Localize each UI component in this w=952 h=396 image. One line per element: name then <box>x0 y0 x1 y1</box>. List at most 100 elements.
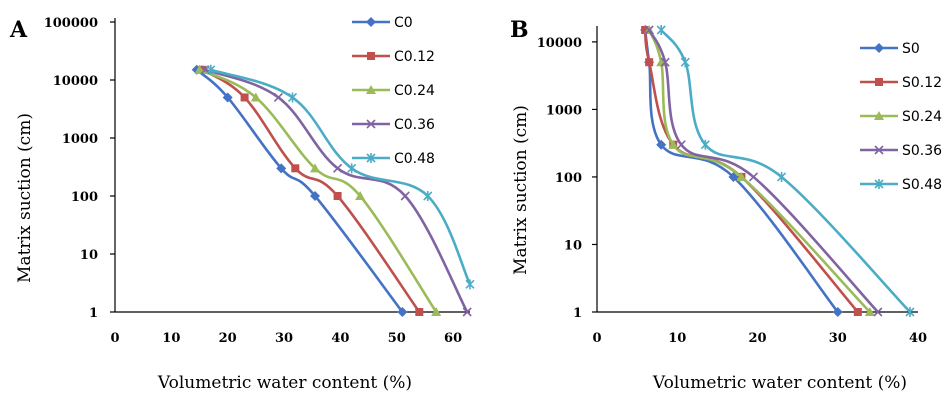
legend-label-C0: C0 <box>394 15 413 31</box>
data-point-S0.48 <box>656 25 666 35</box>
legend-marker-C0.36 <box>366 119 376 129</box>
data-point-S0.36 <box>660 57 670 67</box>
data-point-C0.24 <box>310 163 321 173</box>
data-point-C0.48 <box>465 279 475 290</box>
series-line-C0 <box>195 68 404 313</box>
data-point-S0.36 <box>676 140 686 150</box>
series-line-S0 <box>643 29 839 313</box>
chart-panel-a: A 1 10 100 1000 10000 100000 0 10 20 30 40 50 60 C0 C… <box>9 15 475 393</box>
data-point-S0 <box>656 139 667 150</box>
panel-b-ticks: 1 10 100 1000 10000 0 10 20 30 40 <box>537 36 927 346</box>
data-point-C0.12 <box>415 308 424 316</box>
x-tick-label: 0 <box>110 331 119 346</box>
x-tick-label: 10 <box>162 331 180 346</box>
y-tick-label: 10 <box>80 248 98 263</box>
data-point-C0.36 <box>462 307 472 317</box>
data-point-S0.48 <box>680 57 690 68</box>
data-point-S0 <box>832 307 843 317</box>
panel-b-y-axis-label: Matrix suction (cm) <box>511 105 531 275</box>
data-point-S0.36 <box>644 25 654 35</box>
y-tick-label: 100 <box>71 190 98 205</box>
data-point-S0.12 <box>645 58 654 67</box>
legend-marker-S0.48 <box>874 179 884 189</box>
x-tick-label: 40 <box>909 331 927 346</box>
x-tick-label: 50 <box>388 331 406 346</box>
y-tick-label: 10000 <box>537 36 582 51</box>
legend-label-S0.36: S0.36 <box>902 143 942 159</box>
legend-marker-C0.48 <box>366 153 376 163</box>
series-line-S0.12 <box>643 29 859 313</box>
x-tick-label: 30 <box>275 331 293 346</box>
data-point-S0.24 <box>736 171 747 181</box>
data-point-S0.24 <box>668 139 679 149</box>
data-point-S0.36 <box>748 172 759 182</box>
panel-letter-b: B <box>510 17 529 43</box>
panel-a-x-axis-label: Volumetric water content (%) <box>157 373 412 393</box>
legend-label-S0.12: S0.12 <box>902 75 942 91</box>
panel-a-axes <box>110 18 470 313</box>
panel-b-axes <box>592 26 918 313</box>
data-point-S0.12 <box>641 26 650 34</box>
x-tick-label: 20 <box>748 331 766 346</box>
x-tick-label: 20 <box>219 331 237 346</box>
data-point-S0.36 <box>873 307 883 317</box>
series-line-S0.48 <box>660 29 911 313</box>
data-point-C0.12 <box>333 192 342 200</box>
legend-label-C0.24: C0.24 <box>394 83 435 99</box>
legend-label-S0: S0 <box>902 41 920 57</box>
data-point-C0.48 <box>347 163 357 174</box>
legend-marker-C0.12 <box>367 52 375 60</box>
y-tick-label: 1000 <box>546 103 582 118</box>
data-point-C0.24 <box>194 64 205 74</box>
legend-marker-S0 <box>874 43 884 53</box>
y-tick-label: 1 <box>573 306 582 321</box>
legend-label-C0.12: C0.12 <box>394 49 435 65</box>
data-point-C0.24 <box>431 307 442 316</box>
y-tick-label: 1 <box>89 306 98 321</box>
panel-a-ticks: 1 10 100 1000 10000 100000 0 10 20 30 40 50 60 <box>44 16 462 346</box>
data-point-S0.12 <box>853 308 862 316</box>
x-tick-label: 60 <box>444 331 462 346</box>
x-tick-label: 40 <box>331 331 349 346</box>
data-point-S0.48 <box>905 307 915 317</box>
x-tick-label: 10 <box>668 331 686 346</box>
data-point-S0.24 <box>864 307 875 316</box>
data-point-S0.48 <box>700 139 710 150</box>
legend-marker-C0.24 <box>366 85 376 94</box>
data-point-C0.24 <box>250 92 261 102</box>
panel-a-y-axis-label: Matrix suction (cm) <box>15 113 35 283</box>
legend-label-S0.24: S0.24 <box>902 109 942 125</box>
panel-letter-a: A <box>9 17 28 43</box>
legend-marker-S0.12 <box>875 78 883 86</box>
y-tick-label: 100000 <box>44 16 98 31</box>
data-point-C0.24 <box>355 191 366 200</box>
data-point-C0 <box>276 163 287 174</box>
panel-a-series <box>191 64 475 317</box>
legend-marker-S0.24 <box>874 111 884 120</box>
data-point-C0 <box>310 191 321 201</box>
data-point-S0 <box>728 171 739 182</box>
panel-b-legend: S0 S0.12 S0.24 S0.36 S0.48 <box>860 41 942 193</box>
x-tick-label: 30 <box>829 331 847 346</box>
x-tick-label: 0 <box>592 331 601 346</box>
data-point-C0.48 <box>206 64 216 75</box>
y-tick-label: 1000 <box>62 132 98 147</box>
panel-b-series <box>640 25 915 317</box>
legend-label-S0.48: S0.48 <box>902 177 942 193</box>
y-tick-label: 10000 <box>53 74 98 89</box>
panel-a-legend: C0 C0.12 C0.24 C0.36 C0.48 <box>352 15 435 167</box>
series-line-S0.24 <box>647 29 871 313</box>
data-point-C0 <box>397 307 408 317</box>
data-point-C0.12 <box>240 93 249 102</box>
data-point-C0.36 <box>273 92 283 103</box>
y-tick-label: 100 <box>555 171 582 186</box>
data-point-C0 <box>222 92 233 103</box>
series-line-C0.36 <box>204 68 469 313</box>
data-point-C0.12 <box>291 164 300 173</box>
data-point-C0.36 <box>333 163 343 173</box>
data-point-C0.48 <box>287 92 298 103</box>
data-point-S0.48 <box>777 171 787 182</box>
legend-label-C0.36: C0.36 <box>394 117 435 133</box>
